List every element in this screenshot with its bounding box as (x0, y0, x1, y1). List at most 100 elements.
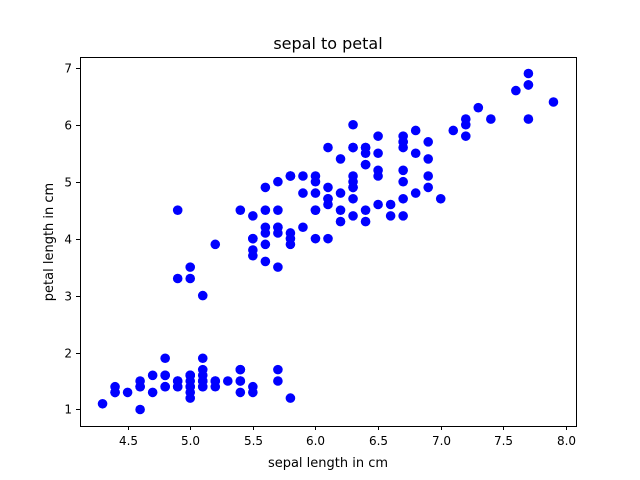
data-point (323, 142, 333, 153)
data-point (185, 381, 196, 392)
data-point (523, 80, 534, 90)
y-tick-label: 1 (64, 403, 72, 417)
data-point (248, 250, 258, 261)
data-point (260, 222, 271, 233)
data-point (335, 216, 346, 227)
data-point (360, 205, 371, 215)
data-point (335, 205, 346, 215)
data-point (260, 205, 271, 215)
data-point (398, 137, 408, 147)
data-point (147, 387, 158, 398)
y-tick-label: 3 (64, 290, 72, 304)
data-point (298, 222, 308, 233)
x-tick-label: 5.5 (244, 434, 263, 448)
data-point (185, 370, 196, 381)
data-point (235, 205, 246, 215)
x-tick-label: 4.5 (119, 434, 138, 448)
data-point (448, 125, 459, 136)
data-point (260, 239, 271, 250)
data-point (373, 199, 383, 210)
x-axis-label: sepal length in cm (268, 456, 388, 471)
data-point (373, 148, 383, 159)
data-point (273, 176, 283, 187)
plot-frame (80, 57, 577, 427)
data-point (523, 68, 534, 79)
y-tick-label: 2 (64, 347, 72, 361)
data-point (298, 188, 308, 198)
data-point (197, 353, 208, 364)
x-tick-label: 8.0 (557, 434, 576, 448)
x-tick-label: 6.0 (306, 434, 325, 448)
y-axis-ticks: 1 2 3 4 5 6 7 (64, 62, 80, 417)
data-point (273, 376, 283, 386)
data-point (185, 273, 196, 284)
y-axis-label: petal length in cm (42, 183, 57, 301)
data-point (548, 97, 559, 107)
data-point (285, 393, 296, 403)
data-point (348, 211, 358, 221)
data-point (348, 142, 358, 153)
data-point (248, 233, 258, 244)
data-point (197, 370, 208, 381)
data-point (435, 193, 446, 204)
data-point (135, 381, 145, 392)
data-point (273, 228, 283, 238)
data-point (122, 387, 133, 398)
data-point (410, 148, 421, 159)
data-point (260, 182, 271, 193)
data-point (97, 398, 108, 409)
data-point (210, 239, 221, 250)
data-point (223, 376, 233, 386)
data-point (172, 273, 183, 284)
data-point (310, 205, 321, 215)
data-point (310, 233, 321, 244)
data-point (273, 205, 283, 215)
data-point (398, 165, 408, 176)
data-point (360, 148, 371, 159)
x-tick-label: 7.5 (494, 434, 513, 448)
data-point (348, 119, 358, 130)
y-tick-label: 7 (64, 62, 72, 76)
data-point (410, 125, 421, 136)
data-point (323, 199, 333, 210)
data-point (323, 182, 333, 193)
data-point (160, 370, 170, 381)
data-point (423, 137, 434, 147)
data-points (97, 68, 559, 415)
x-tick-label: 6.5 (369, 434, 388, 448)
data-point (360, 216, 371, 227)
data-point (335, 154, 346, 164)
data-point (310, 188, 321, 198)
data-point (398, 193, 408, 204)
data-point (135, 404, 145, 415)
data-point (110, 387, 120, 398)
data-point (298, 171, 308, 181)
data-point (460, 131, 471, 141)
data-point (410, 188, 421, 198)
data-point (460, 119, 471, 130)
data-point (235, 364, 246, 375)
data-point (248, 387, 258, 398)
data-point (523, 114, 534, 124)
data-point (210, 376, 221, 386)
data-point (235, 387, 246, 398)
data-point (373, 131, 383, 141)
data-point (310, 176, 321, 187)
data-point (398, 211, 408, 221)
data-point (185, 262, 196, 272)
x-axis-ticks: 4.5 5.0 5.5 6.0 6.5 7.0 7.5 8.0 (119, 426, 576, 448)
data-point (197, 290, 208, 301)
data-point (423, 171, 434, 181)
data-point (348, 193, 358, 204)
data-point (423, 154, 434, 164)
data-point (260, 256, 271, 267)
data-point (273, 364, 283, 375)
data-point (473, 102, 484, 113)
data-point (235, 376, 246, 386)
data-point (160, 353, 170, 364)
data-point (323, 233, 333, 244)
data-point (160, 381, 170, 392)
x-tick-label: 5.0 (181, 434, 200, 448)
